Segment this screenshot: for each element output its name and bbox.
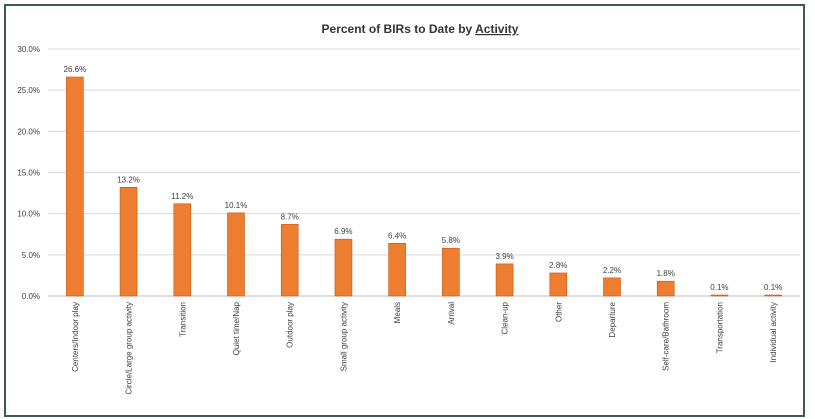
data-label: 26.6% — [64, 65, 87, 74]
y-axis-ticks: 0.0% 5.0% 10.0% 15.0% 20.0% 25.0% 30.0% — [17, 45, 40, 301]
category-labels: Centers/Indoor play Circle/Large group ac… — [71, 301, 778, 394]
chart-title-main: Percent of BIRs to Date by — [322, 22, 476, 36]
category-label: Circle/Large group activity — [125, 302, 134, 394]
data-label: 10.1% — [225, 201, 248, 210]
category-label: Transportation — [715, 302, 724, 353]
y-tick-label: 10.0% — [17, 210, 40, 219]
category-label: Small group activity — [339, 302, 348, 371]
data-label: 6.4% — [388, 231, 406, 240]
bar — [710, 294, 729, 297]
bar — [388, 243, 406, 297]
bar — [764, 294, 782, 297]
chart-title-emphasis: Activity — [475, 22, 519, 36]
data-label: 0.1% — [710, 283, 728, 292]
chart-frame — [4, 4, 805, 417]
category-label: Centers/Indoor play — [71, 302, 80, 372]
category-label: Clean-up — [501, 301, 510, 334]
bar — [119, 187, 138, 297]
y-tick-label: 5.0% — [22, 251, 40, 260]
data-label: 13.2% — [117, 175, 140, 184]
category-label: Departure — [608, 301, 617, 337]
bar — [495, 263, 514, 297]
bar — [227, 212, 245, 297]
category-label: Transition — [178, 302, 187, 337]
data-label: 6.9% — [334, 227, 352, 236]
data-labels: 26.6% 13.2% 11.2% 10.1% 8.7% 6.9% 6.4% 5.8% 3.9%… — [64, 65, 783, 292]
y-tick-label: 25.0% — [17, 86, 40, 95]
data-label: 1.8% — [657, 269, 675, 278]
category-label: Outdoor play — [286, 302, 295, 348]
bar — [603, 277, 621, 297]
category-label: Self-care/Bathroom — [662, 302, 671, 371]
data-label: 2.2% — [603, 266, 621, 275]
data-label: 2.8% — [549, 261, 567, 270]
gridlines — [48, 48, 800, 297]
bar — [442, 247, 460, 297]
bar — [280, 224, 299, 297]
category-label: Meals — [393, 302, 402, 323]
category-label: Arrival — [447, 302, 456, 325]
y-tick-label: 15.0% — [17, 169, 40, 178]
bar — [66, 76, 84, 297]
data-label: 11.2% — [171, 192, 193, 201]
chart-title: Percent of BIRs to Date by Activity — [322, 22, 519, 36]
bar — [656, 280, 675, 297]
bar — [334, 238, 353, 297]
data-label: 3.9% — [495, 252, 513, 261]
category-label: Individual activity — [769, 302, 778, 362]
bar — [173, 203, 192, 297]
y-tick-label: 0.0% — [22, 292, 40, 301]
data-label: 0.1% — [764, 283, 782, 292]
category-label: Quiet time/Nap — [232, 301, 241, 355]
data-label: 5.8% — [442, 236, 460, 245]
category-label: Other — [554, 302, 563, 322]
bars — [66, 76, 782, 297]
data-label: 8.7% — [281, 212, 299, 221]
y-tick-label: 20.0% — [17, 127, 40, 136]
bar — [549, 272, 568, 297]
y-tick-label: 30.0% — [17, 45, 40, 54]
